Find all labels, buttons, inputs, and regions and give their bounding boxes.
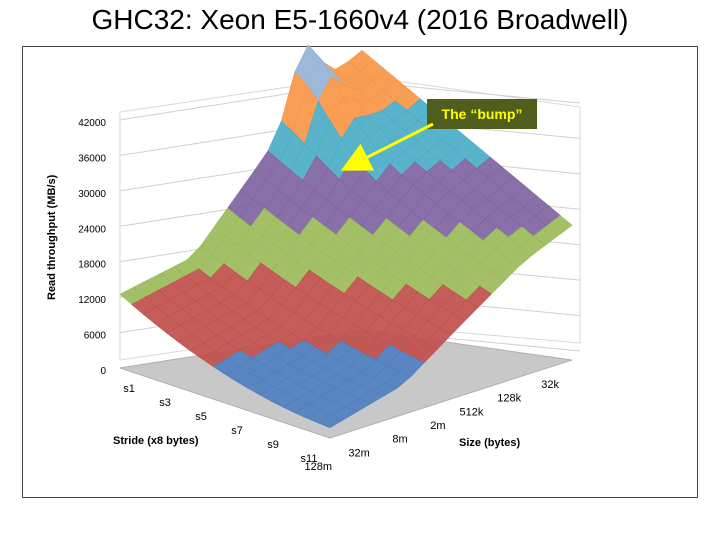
z-tick-label: 12000 (78, 295, 106, 306)
slide-title: GHC32: Xeon E5-1660v4 (2016 Broadwell) (91, 4, 629, 35)
z-tick-label: 42000 (78, 118, 106, 129)
z-tick-label: 18000 (78, 260, 106, 271)
stride-axis-label: Stride (x8 bytes) (113, 435, 199, 447)
z-tick-label: 30000 (78, 189, 106, 200)
bump-annotation: The “bump” (340, 99, 537, 171)
z-axis-label: Read throughput (MB/s) (46, 174, 58, 300)
size-axis-ticks: 32k 128k 512k 2m 8m 32m 128m (304, 379, 559, 473)
stride-tick-label: s11 (301, 453, 318, 465)
size-tick-label: 128m (304, 461, 332, 473)
z-tick-label: 24000 (78, 224, 106, 235)
size-tick-label: 32m (348, 447, 369, 459)
annotation-text: The “bump” (442, 106, 523, 122)
size-tick-label: 2m (430, 420, 445, 432)
stride-tick-label: s3 (159, 397, 171, 409)
size-tick-label: 128k (497, 393, 521, 405)
stride-tick-label: s1 (123, 383, 135, 395)
z-tick-label: 6000 (84, 331, 107, 342)
stride-tick-label: s7 (231, 425, 243, 437)
size-axis-label: Size (bytes) (459, 437, 520, 449)
z-tick-label: 0 (100, 366, 106, 377)
size-tick-label: 32k (541, 379, 559, 391)
stride-axis-ticks: s1 s3 s5 s7 s9 s11 (123, 383, 317, 465)
annotation-arrow (340, 122, 434, 171)
z-tick-label: 36000 (78, 153, 106, 164)
z-axis-ticks: 0 6000 12000 18000 24000 30000 36000 42000 (78, 118, 106, 377)
stride-tick-label: s9 (267, 439, 279, 451)
annotation-box (427, 99, 537, 129)
stride-tick-label: s5 (195, 411, 207, 423)
size-tick-label: 512k (459, 406, 483, 418)
size-tick-label: 8m (392, 434, 407, 446)
surface-cell (317, 414, 345, 429)
